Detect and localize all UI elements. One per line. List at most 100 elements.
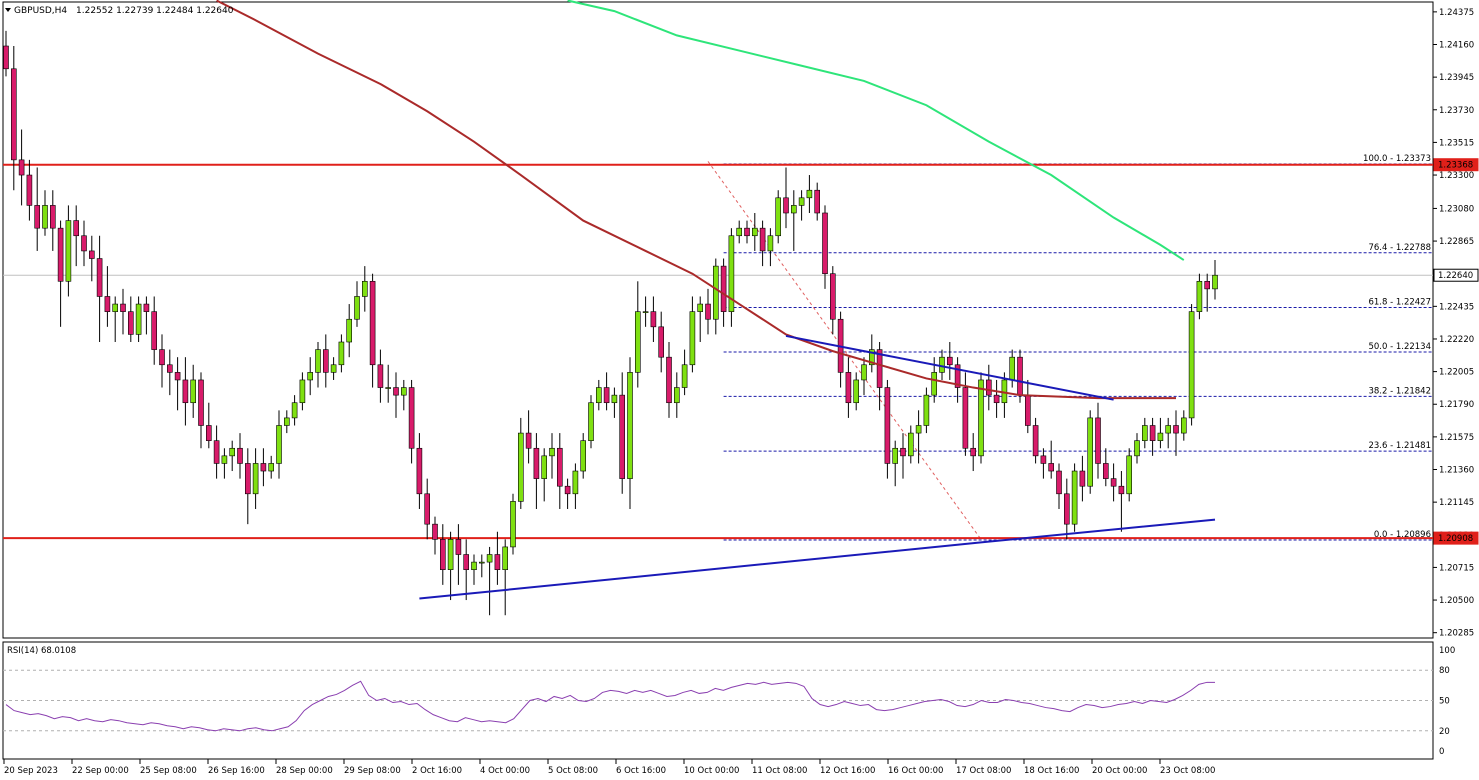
candle-body [502,546,509,570]
fib-level-label: 23.6 - 1.21481 [1368,441,1431,451]
candle-body [822,212,828,275]
time-tick-label: 5 Oct 08:00 [548,766,598,776]
candle-body [564,485,571,495]
candle-body [790,205,797,214]
candle-body [346,318,353,343]
price-tick-label: 1.21790 [1439,400,1474,410]
candle-body [229,447,235,457]
price-tick-label: 1.24160 [1439,41,1474,51]
candle-body [260,463,267,472]
candle-body [666,356,672,404]
time-tick-label: 28 Sep 00:00 [276,766,333,776]
fib-level-label: 38.2 - 1.21842 [1368,386,1431,396]
candle-body [853,379,860,404]
candle-body [1149,425,1156,441]
candle-body [611,394,618,404]
candle-body [213,440,220,464]
candle-body [393,387,399,396]
price-tick-label: 1.23300 [1439,171,1474,181]
candle-body [471,561,477,570]
candle-body [221,455,228,464]
candle-body [159,349,165,366]
candle-body [736,227,743,237]
time-tick-label: 11 Oct 08:00 [752,766,807,776]
price-tick-label: 1.22220 [1439,335,1474,345]
candle-body [845,372,852,404]
time-tick-label: 2 Oct 16:00 [412,766,462,776]
candle-body [712,265,719,320]
candle-body [603,387,610,404]
candle-body [1142,425,1148,441]
candle-body [174,372,181,381]
candle-body [775,197,782,237]
candle-body [783,197,789,214]
price-tick-label: 1.21360 [1439,466,1474,476]
candle-body [377,364,384,388]
ma-slow-line [567,0,1185,261]
candle-body [65,220,72,282]
candle-body [81,235,87,252]
candle-body [354,296,360,320]
candle-body [1157,432,1164,441]
candle-body [494,554,501,570]
candle-body [11,68,17,161]
chart-title: GBPUSD,H4 [14,6,67,16]
candle-body [18,159,25,176]
candle-body [876,349,883,388]
time-tick-label: 20 Sep 2023 [4,766,58,776]
candle-body [900,447,906,457]
time-tick-label: 17 Oct 08:00 [956,766,1011,776]
candle-body [1056,470,1062,495]
candle-body [463,554,470,570]
price-tick-label: 1.23945 [1439,73,1474,83]
rsi-tick-label: 20 [1439,727,1450,737]
candle-body [970,447,977,457]
price-tick-label: 1.20500 [1439,596,1474,606]
candle-body [798,197,805,206]
candle-body [26,174,33,206]
level-price-tag-box [1433,531,1479,545]
candle-body [1103,463,1109,479]
time-tick-label: 16 Oct 00:00 [888,766,943,776]
candle-body [1181,417,1187,434]
candle-body [1009,356,1016,381]
price-tick-label: 1.21145 [1439,498,1474,508]
candle-body [767,235,774,252]
candle-body [915,425,922,434]
candle-body [759,227,766,252]
candle-body [1071,470,1078,525]
candle-body [478,561,485,564]
rsi-tick-label: 50 [1439,697,1450,707]
fib-level-label: 50.0 - 1.22134 [1368,342,1431,352]
candle-body [1126,455,1132,495]
candle-body [307,372,314,381]
rsi-line [5,680,1215,732]
candle-body [369,280,376,366]
candle-body [939,356,945,373]
price-tick-label: 1.22435 [1439,302,1474,312]
candle-body [73,220,79,237]
candle-body [728,235,735,312]
candle-body [923,394,930,426]
candle-body [455,539,462,555]
candle-body [128,311,134,335]
candle-body [525,432,532,449]
candle-body [580,440,587,472]
candle-body [962,387,969,449]
time-tick-label: 26 Sep 16:00 [208,766,265,776]
price-tick-label: 1.22865 [1439,237,1474,247]
candle-body [135,303,142,335]
ohlc-header: 1.22552 1.22739 1.22484 1.22640 [76,6,234,16]
rsi-tick-label: 100 [1439,646,1455,656]
candle-body [689,311,696,366]
candle-body [3,45,9,70]
candle-body [697,303,704,312]
price-tick-label: 1.20285 [1439,629,1474,639]
candle-body [861,364,867,381]
candle-body [1048,463,1054,472]
candle-body [1032,425,1039,457]
chart-menu-arrow-icon[interactable] [5,8,11,12]
candle-body [517,432,524,502]
candle-body [588,402,594,441]
candle-body [276,425,282,464]
